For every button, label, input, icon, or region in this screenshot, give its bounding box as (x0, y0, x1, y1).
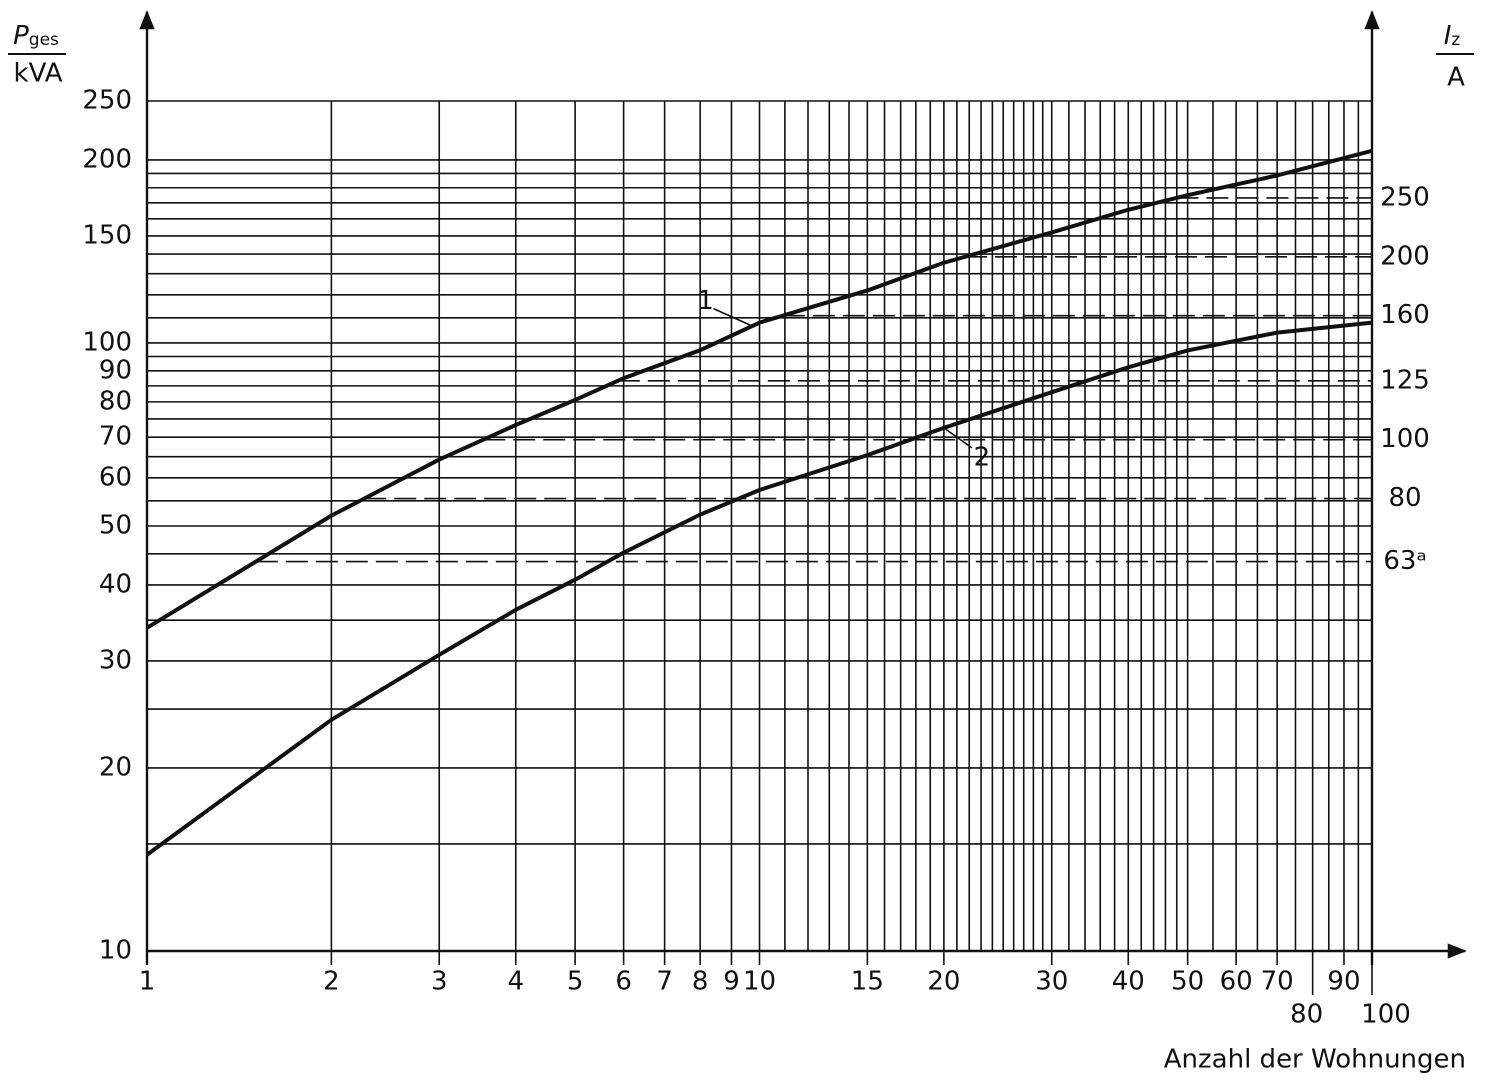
y-tick-label: 40 (99, 569, 132, 599)
y-tick-label: 20 (99, 752, 132, 782)
x-tick-label: 60 (1220, 967, 1253, 997)
x-tick-label: 8 (692, 967, 709, 997)
y-tick-label: 90 (99, 355, 132, 385)
y2-label-symbol: I (1444, 21, 1452, 51)
y-tick-label: 150 (82, 220, 132, 250)
x-tick-label: 10 (743, 967, 776, 997)
y-tick-label: 60 (99, 462, 132, 492)
x-tick-label: 7 (656, 967, 673, 997)
x-tick-label: 6 (615, 967, 632, 997)
curve (145, 148, 1373, 630)
y-tick-label: 30 (99, 645, 132, 675)
y-label: Pges (13, 21, 59, 51)
y2-tick-label: 80 (1388, 483, 1421, 513)
x-tick-label: 90 (1327, 967, 1360, 997)
y-tick-label: 70 (99, 422, 132, 452)
label-leader (943, 427, 973, 449)
x-tick-label: 80 (1290, 1000, 1323, 1030)
y2-label: Iz (1444, 21, 1461, 51)
x-tick-label: 20 (927, 967, 960, 997)
series-label: 2 (974, 442, 991, 472)
curve (145, 320, 1373, 857)
y-label-subscript: ges (29, 30, 59, 50)
x-tick-label: 50 (1171, 967, 1204, 997)
x-tick-label: 1 (139, 967, 156, 997)
y2-tick-label: 63ᵃ (1383, 546, 1426, 576)
y2-tick-label: 160 (1380, 300, 1430, 330)
y-tick-label: 250 (82, 86, 132, 116)
x-tick-label: 5 (567, 967, 584, 997)
y2-tick-label: 200 (1380, 241, 1430, 271)
y-label-unit: kVA (14, 59, 63, 89)
x-label: Anzahl der Wohnungen (1164, 1045, 1466, 1075)
y2-tick-label: 250 (1380, 182, 1430, 212)
series-label: 1 (697, 286, 714, 316)
y-tick-label: 200 (82, 144, 132, 174)
x-tick-label: 3 (431, 967, 448, 997)
y-tick-label: 10 (99, 936, 132, 966)
x-tick-label: 15 (851, 967, 884, 997)
y-label-symbol: P (13, 21, 29, 51)
x-tick-label: 70 (1261, 967, 1294, 997)
x-tick-label: 4 (507, 967, 524, 997)
y2-label-subscript: z (1451, 30, 1460, 50)
plot (146, 100, 1373, 952)
x-tick-label: 30 (1035, 967, 1068, 997)
x-tick-label: 2 (323, 967, 340, 997)
y2-tick-label: 100 (1380, 424, 1430, 454)
label-leader (713, 307, 754, 328)
y-tick-label: 100 (82, 327, 132, 357)
y-tick-label: 80 (99, 386, 132, 416)
x-tick-label: 9 (723, 967, 740, 997)
y2-tick-label: 125 (1380, 365, 1430, 395)
x-tick-label: 100 (1361, 1000, 1411, 1030)
y-tick-label: 50 (99, 511, 132, 541)
x-tick-label: 40 (1112, 967, 1145, 997)
y2-label-unit: A (1447, 63, 1465, 93)
